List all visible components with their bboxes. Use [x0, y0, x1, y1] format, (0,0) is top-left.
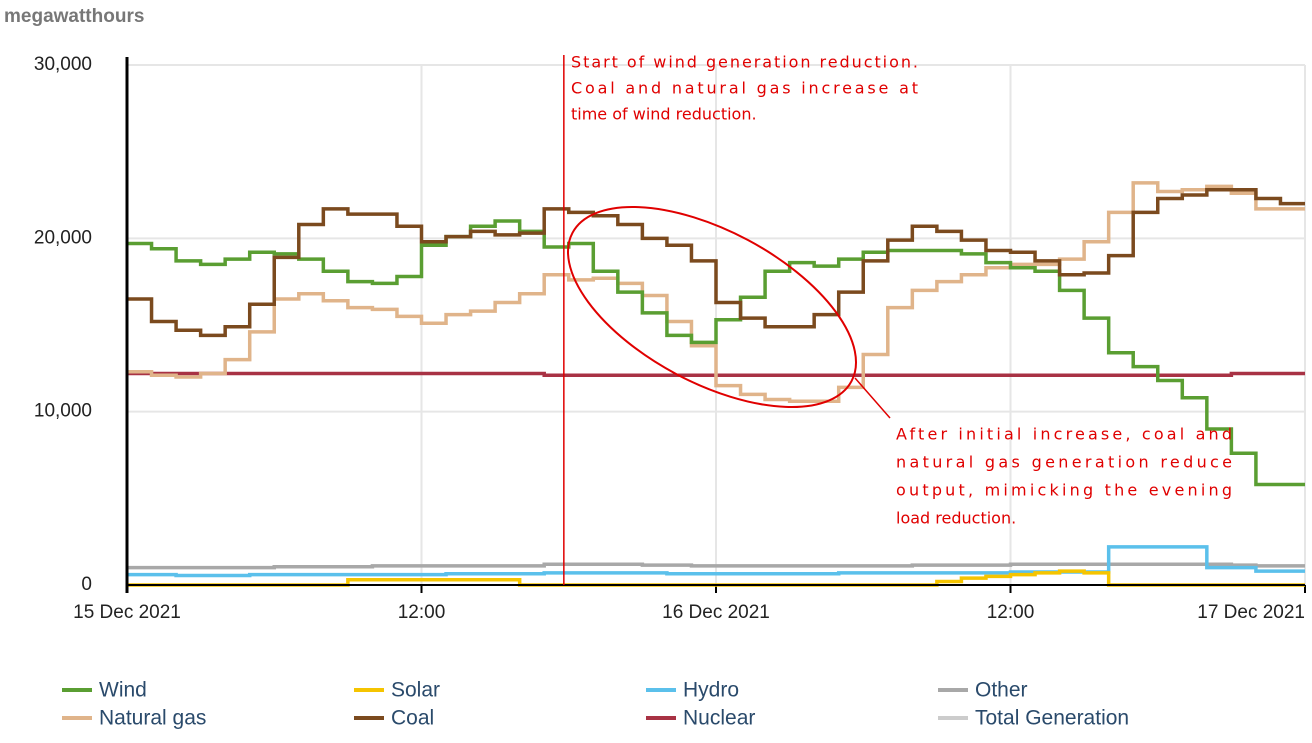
series-line: [127, 545, 1305, 578]
y-tick-label: 30,000: [34, 54, 92, 75]
annotation-pointer: [854, 377, 891, 419]
annotation-text: Coal and natural gas increase at: [571, 79, 918, 98]
legend-label[interactable]: Hydro: [683, 679, 739, 702]
annotation-text: natural gas generation reduce: [896, 453, 1232, 472]
annotation-text: time of wind reduction.: [571, 105, 757, 124]
legend-label[interactable]: Coal: [391, 707, 434, 730]
series-line: [127, 188, 1305, 338]
annotation-text: Start of wind generation reduction.: [571, 53, 918, 72]
y-tick-label: 0: [81, 574, 92, 595]
series-line: [127, 562, 1305, 570]
legend-label[interactable]: Wind: [99, 679, 147, 702]
x-tick-label: 12:00: [987, 602, 1035, 623]
legend-label[interactable]: Other: [975, 679, 1028, 702]
legend-label[interactable]: Solar: [391, 679, 440, 702]
annotation-text: After initial increase, coal and: [896, 425, 1232, 444]
annotation-text: load reduction.: [896, 509, 1016, 528]
y-axis-label: megawatthours: [4, 6, 144, 27]
x-tick-label: 17 Dec 2021: [1197, 602, 1305, 623]
legend-label[interactable]: Natural gas: [99, 707, 206, 730]
x-tick-label: 12:00: [398, 602, 446, 623]
y-tick-label: 20,000: [34, 227, 92, 248]
annotation-ellipse: [567, 205, 857, 409]
x-tick-label: 15 Dec 2021: [73, 602, 181, 623]
x-tick-label: 16 Dec 2021: [662, 602, 770, 623]
y-tick-label: 10,000: [34, 401, 92, 422]
legend-label[interactable]: Nuclear: [683, 707, 755, 730]
legend-label[interactable]: Total Generation: [975, 707, 1129, 730]
annotation-text: output, mimicking the evening: [896, 481, 1232, 500]
series-line: [127, 219, 1305, 487]
series-line: [127, 181, 1305, 404]
